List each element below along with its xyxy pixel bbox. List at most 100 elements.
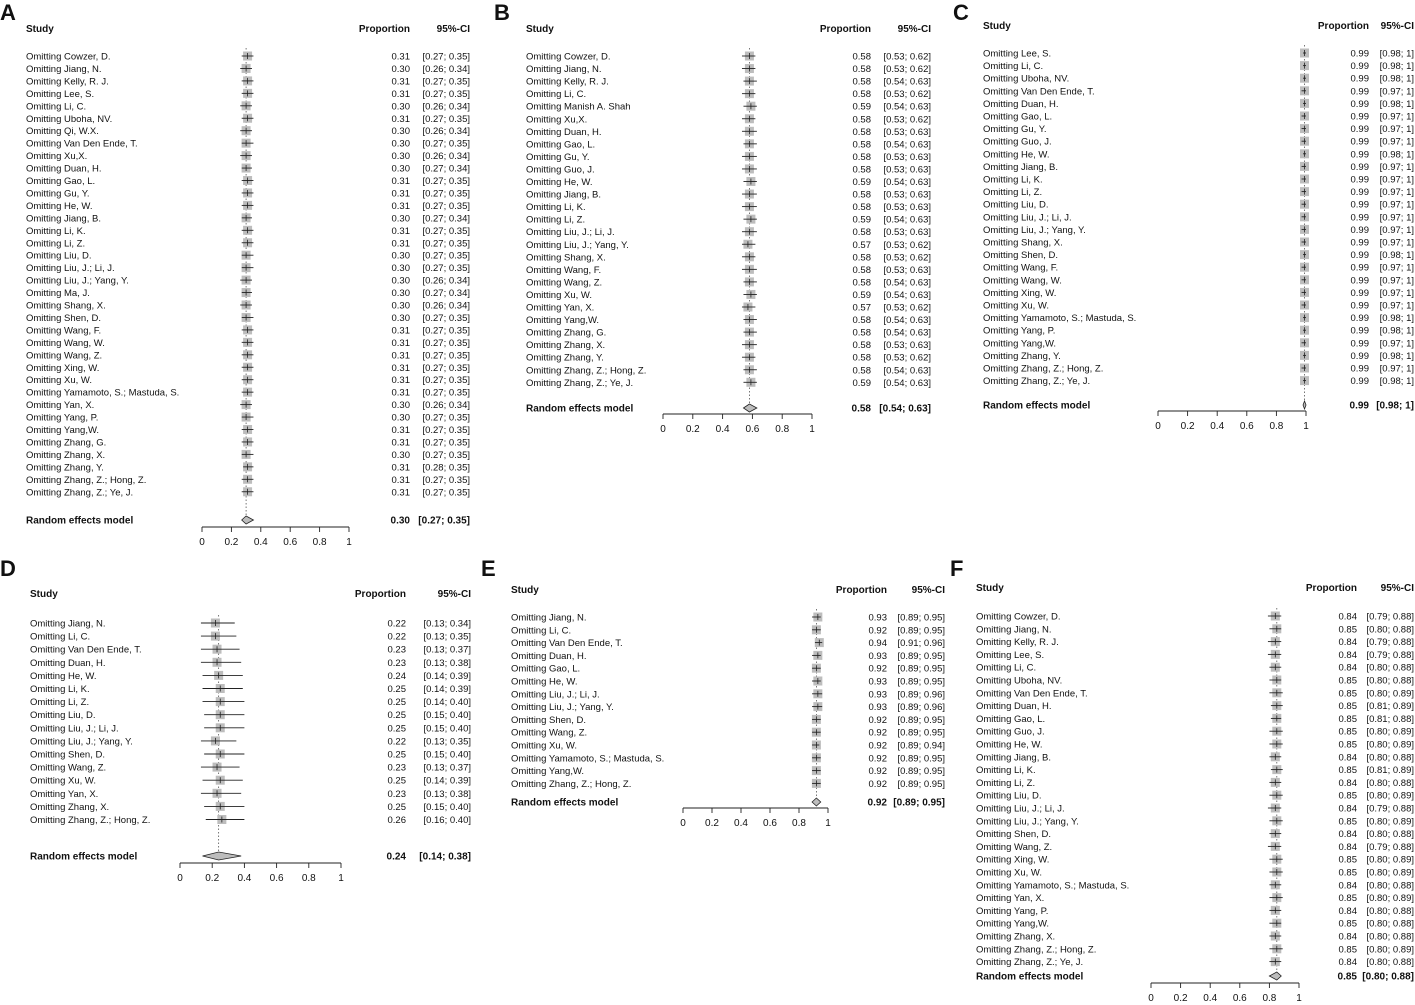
proportion-value: 0.30 <box>392 301 411 312</box>
proportion-value: 0.25 <box>388 710 407 721</box>
ci-value: [0.28; 0.35] <box>422 462 470 473</box>
proportion-value: 0.58 <box>853 190 872 201</box>
ci-value: [0.89; 0.96] <box>897 702 945 713</box>
proportion-value: 0.57 <box>853 303 872 314</box>
study-label: Omitting Xu,X. <box>26 151 87 162</box>
ci-value: [0.80; 0.88] <box>1366 676 1414 687</box>
ci-value: [0.14; 0.39] <box>423 671 471 682</box>
ci-value: [0.27; 0.35] <box>422 413 470 424</box>
x-axis-tick-label: 0.4 <box>716 424 730 435</box>
proportion-value: 0.58 <box>853 227 872 238</box>
proportion-value: 0.99 <box>1351 212 1370 223</box>
study-label: Omitting Li, C. <box>983 61 1043 72</box>
ci-value: [0.97; 1] <box>1380 175 1414 186</box>
proportion-value: 0.84 <box>1339 650 1358 661</box>
proportion-value: 0.58 <box>853 252 872 263</box>
study-label: Omitting Cowzer, D. <box>976 612 1060 623</box>
study-label: Omitting Liu, D. <box>983 200 1048 211</box>
panel-letter: B <box>494 0 510 25</box>
ci-value: [0.54; 0.63] <box>883 277 931 288</box>
x-axis-tick-label: 0.6 <box>1233 993 1247 1004</box>
ci-value: [0.97; 1] <box>1380 288 1414 299</box>
proportion-value: 0.31 <box>392 363 411 374</box>
study-label: Omitting Uboha, NV. <box>976 676 1062 687</box>
x-axis-tick-label: 1 <box>1296 993 1302 1004</box>
study-label: Omitting Zhang, Y. <box>26 462 104 473</box>
study-label: Omitting Yan, X. <box>26 400 94 411</box>
proportion-value: 0.85 <box>1339 688 1358 699</box>
study-label: Omitting Gu, Y. <box>526 152 590 163</box>
study-label: Omitting Yamamoto, S.; Mastuda, S. <box>26 388 179 399</box>
ci-column-header: 95%-CI <box>1381 583 1415 594</box>
x-axis-tick-label: 0.2 <box>686 424 700 435</box>
study-label: Omitting Yang, P. <box>983 326 1055 337</box>
study-label: Omitting Zhang, Z.; Ye, J. <box>526 378 633 389</box>
proportion-value: 0.58 <box>853 353 872 364</box>
proportion-column-header: Proportion <box>355 589 406 600</box>
study-label: Omitting Zhang, Z.; Ye, J. <box>26 487 133 498</box>
ci-value: [0.27; 0.35] <box>422 188 470 199</box>
proportion-value: 0.22 <box>388 736 407 747</box>
proportion-value: 0.58 <box>853 277 872 288</box>
x-axis-tick-label: 0.4 <box>254 537 268 548</box>
proportion-value: 0.84 <box>1339 842 1358 853</box>
pooled-proportion-value: 0.85 <box>1338 972 1358 983</box>
study-label: Omitting Li, C. <box>526 89 586 100</box>
ci-value: [0.97; 1] <box>1380 212 1414 223</box>
study-label: Omitting Shen, D. <box>511 715 586 726</box>
study-label: Omitting Li, C. <box>976 663 1036 674</box>
proportion-value: 0.92 <box>869 625 888 636</box>
proportion-value: 0.99 <box>1351 301 1370 312</box>
study-label: Omitting Zhang, Y. <box>983 351 1061 362</box>
study-column-header: Study <box>511 585 539 596</box>
proportion-value: 0.85 <box>1339 791 1358 802</box>
pooled-ci-value: [0.54; 0.63] <box>879 404 931 415</box>
ci-value: [0.26; 0.34] <box>422 276 470 287</box>
proportion-value: 0.31 <box>392 114 411 125</box>
x-axis-tick-label: 0 <box>177 873 183 884</box>
study-label: Omitting Zhang, Z.; Ye, J. <box>983 376 1090 387</box>
study-label: Omitting Shen, D. <box>976 829 1051 840</box>
ci-value: [0.89; 0.94] <box>897 741 945 752</box>
pooled-label: Random effects model <box>526 404 633 415</box>
x-axis-tick-label: 0.2 <box>205 873 219 884</box>
proportion-value: 0.26 <box>388 815 407 826</box>
ci-value: [0.80; 0.88] <box>1366 957 1414 968</box>
ci-value: [0.79; 0.88] <box>1366 637 1414 648</box>
ci-value: [0.97; 1] <box>1380 124 1414 135</box>
study-column-header: Study <box>526 24 554 35</box>
proportion-value: 0.30 <box>392 251 411 262</box>
study-label: Omitting Wang, F. <box>26 325 101 336</box>
x-axis-tick-label: 0.8 <box>792 818 806 829</box>
ci-value: [0.97; 1] <box>1380 338 1414 349</box>
ci-value: [0.27; 0.34] <box>422 288 470 299</box>
study-label: Omitting Uboha, NV. <box>26 114 112 125</box>
proportion-column-header: Proportion <box>836 585 887 596</box>
ci-value: [0.97; 1] <box>1380 187 1414 198</box>
ci-value: [0.98; 1] <box>1380 250 1414 261</box>
proportion-value: 0.31 <box>392 89 411 100</box>
ci-value: [0.54; 0.63] <box>883 77 931 88</box>
ci-value: [0.79; 0.88] <box>1366 842 1414 853</box>
pooled-proportion-value: 0.92 <box>868 798 888 809</box>
ci-value: [0.27; 0.35] <box>422 425 470 436</box>
ci-value: [0.80; 0.89] <box>1366 727 1414 738</box>
study-label: Omitting Duan, H. <box>30 658 106 669</box>
ci-value: [0.53; 0.62] <box>883 52 931 63</box>
proportion-value: 0.24 <box>388 671 407 682</box>
proportion-value: 0.99 <box>1351 61 1370 72</box>
proportion-value: 0.30 <box>392 263 411 274</box>
study-label: Omitting Shang, X. <box>983 238 1063 249</box>
proportion-value: 0.99 <box>1351 124 1370 135</box>
x-axis-tick-label: 0 <box>680 818 686 829</box>
study-label: Omitting Zhang, Z.; Hong, Z. <box>526 365 646 376</box>
proportion-value: 0.99 <box>1351 49 1370 60</box>
proportion-value: 0.31 <box>392 350 411 361</box>
ci-value: [0.53; 0.62] <box>883 240 931 251</box>
proportion-value: 0.99 <box>1351 86 1370 97</box>
proportion-value: 0.58 <box>853 340 872 351</box>
study-label: Omitting Jiang, N. <box>511 613 587 624</box>
ci-value: [0.27; 0.35] <box>422 388 470 399</box>
proportion-value: 0.30 <box>392 64 411 75</box>
ci-value: [0.89; 0.95] <box>897 715 945 726</box>
